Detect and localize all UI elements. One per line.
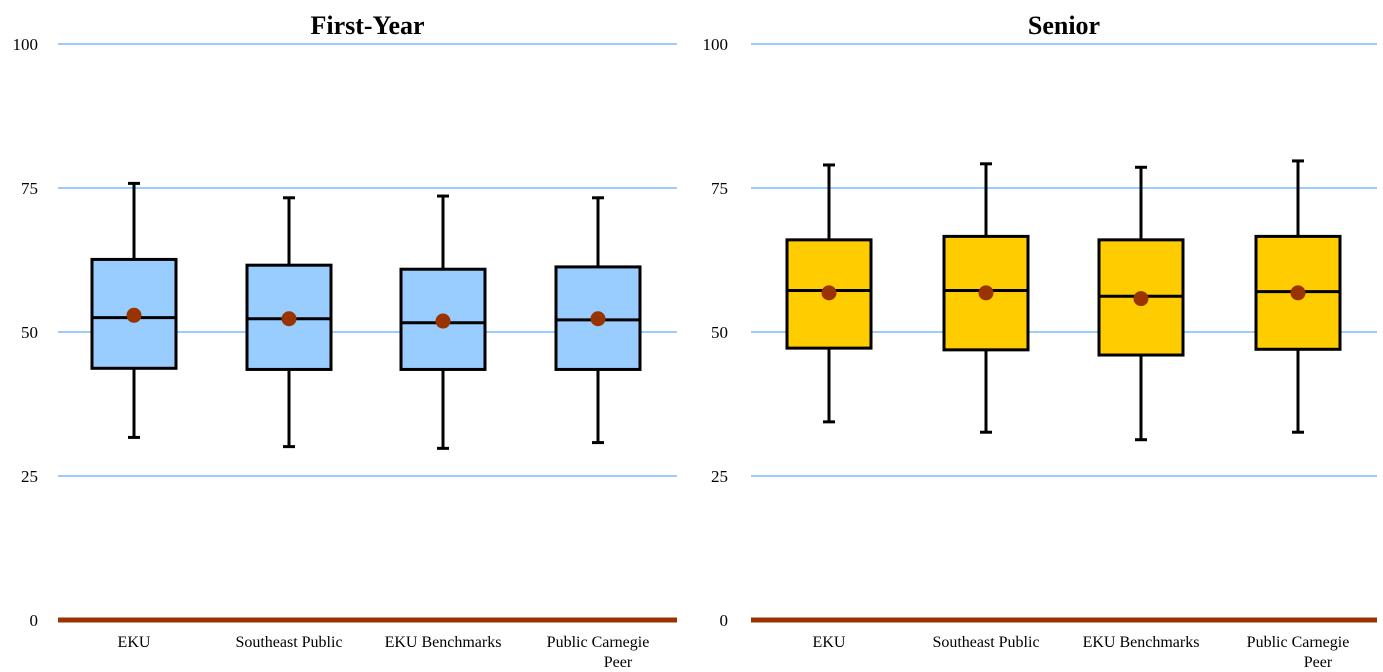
chart-title: First-Year — [310, 11, 424, 40]
y-tick-label: 50 — [21, 323, 38, 342]
y-tick-label: 25 — [21, 467, 38, 486]
x-category-label-line: Peer — [604, 654, 633, 671]
y-tick-label: 75 — [711, 179, 728, 198]
mean-marker — [1133, 291, 1149, 307]
y-tick-label: 50 — [711, 323, 728, 342]
mean-marker — [281, 311, 297, 327]
chart-title: Senior — [1028, 11, 1100, 40]
x-category-label-line: Public Carnegie — [1247, 634, 1350, 651]
x-category-label-line: Peer — [1304, 654, 1333, 671]
x-category-label: Public Carnegie Peer — [1247, 634, 1350, 671]
mean-marker — [435, 313, 451, 329]
chart-panel-1: First-Year 0 25 50 75 100 EKU Southeast Public E… — [13, 11, 677, 671]
x-category-label: Southeast Public — [932, 634, 1039, 651]
box-4 — [554, 196, 642, 445]
box-3 — [1097, 165, 1185, 442]
x-category-label-line: Public Carnegie — [547, 634, 650, 651]
x-category-label: EKU — [813, 634, 846, 651]
iqr-box — [554, 265, 642, 371]
y-tick-label: 75 — [21, 179, 38, 198]
x-category-label: EKU Benchmarks — [385, 634, 502, 651]
box-1 — [90, 181, 178, 439]
mean-marker — [821, 285, 837, 301]
mean-marker — [590, 311, 606, 327]
x-category-label: EKU — [118, 634, 151, 651]
y-tick-label: 0 — [720, 611, 729, 630]
x-category-label: Public Carnegie Peer — [547, 634, 650, 671]
box-4 — [1254, 159, 1342, 434]
y-tick-label: 25 — [711, 467, 728, 486]
iqr-box — [942, 234, 1030, 352]
box-3 — [399, 194, 487, 450]
y-tick-label: 100 — [703, 35, 729, 54]
iqr-box — [90, 257, 178, 370]
x-category-label: EKU Benchmarks — [1083, 634, 1200, 651]
mean-marker — [1290, 285, 1306, 301]
chart-panel-2: Senior 0 25 50 75 100 EKU Southeast Public EKU B… — [703, 11, 1377, 671]
box-1 — [785, 163, 873, 424]
y-tick-label: 100 — [13, 35, 39, 54]
mean-marker — [978, 285, 994, 301]
y-tick-label: 0 — [30, 611, 39, 630]
x-category-label: Southeast Public — [235, 634, 342, 651]
mean-marker — [126, 307, 142, 323]
box-2 — [245, 196, 333, 449]
box-2 — [942, 162, 1030, 434]
